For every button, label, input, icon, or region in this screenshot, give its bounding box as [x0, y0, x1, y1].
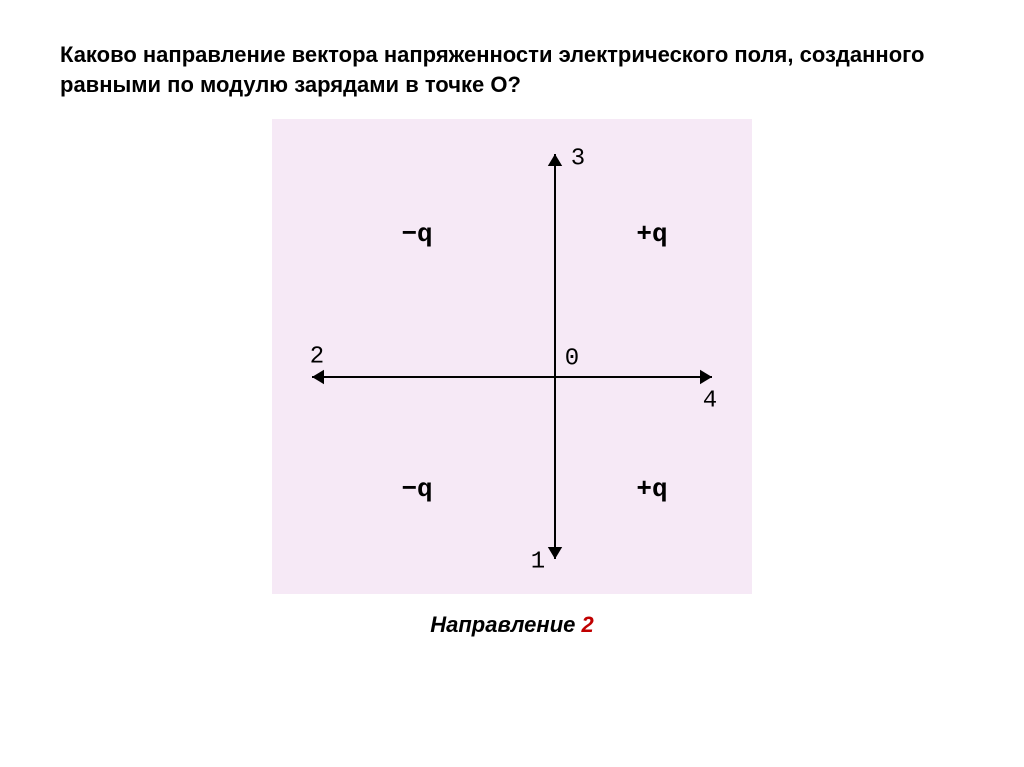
direction-label-1: 1: [531, 549, 545, 576]
figure-container: 3 1 2 4 0 −q +q −q +q: [0, 119, 1024, 594]
origin-label: 0: [565, 346, 579, 373]
charge-top-right: +q: [636, 219, 667, 249]
physics-diagram: 3 1 2 4 0 −q +q −q +q: [272, 119, 752, 594]
charge-bottom-left: −q: [401, 474, 432, 504]
direction-label-3: 3: [571, 146, 585, 173]
answer-prefix: Направление: [430, 612, 581, 637]
charge-bottom-right: +q: [636, 474, 667, 504]
direction-label-2: 2: [310, 344, 324, 371]
question-text: Каково направление вектора напряженности…: [0, 0, 1024, 109]
answer-line: Направление 2: [0, 612, 1024, 638]
answer-value: 2: [581, 612, 593, 637]
direction-label-4: 4: [703, 388, 717, 415]
charge-top-left: −q: [401, 219, 432, 249]
diagram-svg: [272, 119, 752, 594]
